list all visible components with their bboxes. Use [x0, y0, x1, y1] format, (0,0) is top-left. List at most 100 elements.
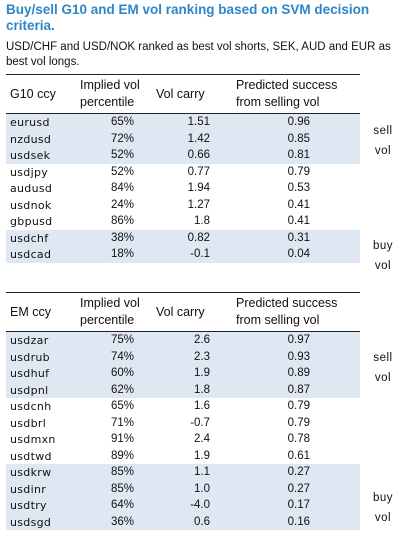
carry-cell: 1.8 — [194, 383, 210, 396]
predicted-cell: 0.61 — [287, 449, 310, 462]
percentile-cell: 62% — [110, 383, 134, 396]
predicted-cell: 0.04 — [287, 248, 310, 260]
ccy-cell: usdbrl — [10, 416, 47, 430]
ccy-cell: usdsgd — [10, 515, 52, 529]
g10-table-header: G10 ccy Implied vol percentile Vol carry… — [6, 74, 360, 114]
buy-label-line2: vol — [374, 260, 392, 272]
carry-cell: 2.4 — [194, 433, 210, 445]
table-row: usdcnh 65% 1.6 0.79 — [6, 398, 360, 415]
table-row: usdzar 75% 2.6 0.97 — [6, 332, 360, 349]
predicted-cell: 0.97 — [287, 334, 310, 346]
ccy-cell: usdmxn — [10, 433, 56, 446]
header-pred-line2: from selling vol — [236, 313, 320, 327]
ccy-cell: usdinr — [10, 482, 47, 496]
percentile-cell: 89% — [110, 449, 134, 462]
ccy-cell: usdsek — [10, 149, 51, 162]
predicted-cell: 0.53 — [287, 182, 310, 194]
percentile-cell: 84% — [110, 182, 134, 194]
header-implied-line1: Implied vol — [80, 78, 140, 92]
carry-cell: 1.8 — [194, 215, 210, 227]
percentile-cell: 38% — [110, 231, 134, 244]
predicted-cell: 0.78 — [287, 433, 310, 445]
carry-cell: 0.77 — [187, 165, 210, 178]
carry-cell: 2.3 — [194, 350, 210, 363]
predicted-cell: 0.41 — [287, 215, 310, 227]
percentile-cell: 85% — [110, 466, 134, 478]
table-row: usdnok 24% 1.27 0.41 — [6, 197, 360, 214]
predicted-cell: 0.27 — [287, 466, 310, 478]
page-title: Buy/sell G10 and EM vol ranking based on… — [6, 2, 370, 33]
table-row: eurusd 65% 1.51 0.96 — [6, 114, 360, 131]
table-row: nzdusd 72% 1.42 0.85 — [6, 130, 360, 147]
ccy-cell: usdtry — [10, 499, 47, 512]
header-ccy: G10 ccy — [10, 87, 56, 101]
em-table-body: usdzar 75% 2.6 0.97 usdrub 74% 2.3 0.93 usdhuf 60… — [6, 332, 360, 530]
percentile-cell: 64% — [110, 499, 134, 511]
table-row: usdhuf 60% 1.9 0.89 — [6, 365, 360, 382]
header-implied-line2: percentile — [80, 313, 135, 327]
percentile-cell: 52% — [110, 165, 134, 178]
percentile-cell: 24% — [110, 198, 134, 211]
predicted-cell: 0.79 — [287, 165, 310, 178]
predicted-cell: 0.41 — [287, 198, 310, 211]
ccy-cell: nzdusd — [10, 132, 52, 146]
table-row: usdtwd 89% 1.9 0.61 — [6, 448, 360, 465]
ccy-cell: usdjpy — [10, 165, 49, 179]
table-row: usdcad 18% -0.1 0.04 — [6, 246, 360, 263]
carry-cell: -0.1 — [190, 248, 210, 260]
header-implied-line1: Implied vol — [80, 296, 140, 310]
ccy-cell: usdcnh — [10, 400, 52, 413]
predicted-cell: 0.27 — [287, 482, 310, 495]
percentile-cell: 36% — [110, 515, 134, 528]
buy-label-line1: buy — [372, 492, 394, 504]
predicted-cell: 0.93 — [287, 350, 310, 363]
header-implied-line2: percentile — [80, 95, 135, 109]
table-row: usdpnl 62% 1.8 0.87 — [6, 381, 360, 398]
table-row: usdtry 64% -4.0 0.17 — [6, 497, 360, 514]
table-row: usdjpy 52% 0.77 0.79 — [6, 164, 360, 181]
header-carry: Vol carry — [156, 87, 205, 101]
percentile-cell: 85% — [110, 482, 134, 495]
percentile-cell: 71% — [110, 416, 134, 429]
sell-label-line2: vol — [374, 372, 392, 384]
carry-cell: 2.6 — [194, 334, 210, 346]
table-row: usdsek 52% 0.66 0.81 — [6, 147, 360, 164]
sell-label-line1: sell — [373, 352, 393, 364]
percentile-cell: 72% — [110, 132, 134, 145]
ccy-cell: usdzar — [10, 334, 49, 347]
carry-cell: 0.66 — [187, 149, 210, 161]
table-row: usdmxn 91% 2.4 0.78 — [6, 431, 360, 448]
ccy-cell: usdchf — [10, 231, 49, 245]
em-sell-label: sell vol — [366, 348, 400, 388]
predicted-cell: 0.81 — [287, 149, 310, 161]
table-row: usdrub 74% 2.3 0.93 — [6, 348, 360, 365]
percentile-cell: 65% — [110, 116, 134, 128]
carry-cell: 1.27 — [187, 198, 210, 211]
header-pred-line2: from selling vol — [236, 95, 320, 109]
buy-label-line1: buy — [372, 240, 394, 252]
percentile-cell: 86% — [110, 215, 134, 227]
predicted-cell: 0.96 — [287, 116, 310, 128]
g10-sell-label: sell vol — [366, 121, 400, 161]
table-row: usdbrl 71% -0.7 0.79 — [6, 415, 360, 432]
ccy-cell: eurusd — [10, 116, 50, 129]
carry-cell: 1.6 — [194, 400, 210, 412]
ccy-cell: gbpusd — [10, 215, 53, 228]
carry-cell: -0.7 — [190, 416, 210, 429]
predicted-cell: 0.79 — [287, 416, 310, 429]
table-row: audusd 84% 1.94 0.53 — [6, 180, 360, 197]
carry-cell: 1.1 — [194, 466, 210, 478]
carry-cell: 1.51 — [187, 116, 210, 128]
buy-label-line2: vol — [374, 512, 392, 524]
predicted-cell: 0.31 — [287, 231, 310, 244]
carry-cell: -4.0 — [190, 499, 210, 511]
ccy-cell: usdhuf — [10, 367, 50, 380]
carry-cell: 0.6 — [194, 515, 210, 528]
predicted-cell: 0.79 — [287, 400, 310, 412]
ccy-cell: usdcad — [10, 248, 52, 261]
em-buy-label: buy vol — [366, 488, 400, 528]
carry-cell: 0.82 — [187, 231, 210, 244]
ccy-cell: usdnok — [10, 198, 52, 212]
percentile-cell: 52% — [110, 149, 134, 161]
ccy-cell: audusd — [10, 182, 53, 195]
